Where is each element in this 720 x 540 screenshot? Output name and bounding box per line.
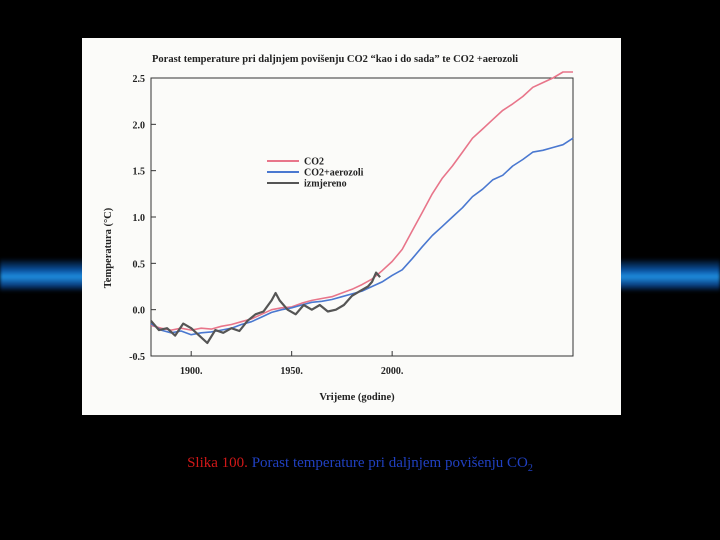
y-tick-label: 0.5 xyxy=(133,259,146,270)
legend-label: izmjereno xyxy=(304,179,347,190)
caption-text: Porast temperature pri daljnjem povišenj… xyxy=(251,455,528,471)
temperature-chart: Porast temperature pri daljnjem povišenj… xyxy=(103,54,574,403)
y-tick-label: 0.0 xyxy=(133,306,146,317)
legend-label: CO2 xyxy=(304,157,324,168)
x-axis-label: Vrijeme (godine) xyxy=(319,392,395,403)
x-tick-label: 1950. xyxy=(280,366,303,377)
y-tick-label: 1.5 xyxy=(133,167,146,178)
chart-panel: Porast temperature pri daljnjem povišenj… xyxy=(82,38,621,415)
figure-caption: Slika 100. Porast temperature pri daljnj… xyxy=(0,455,720,474)
y-tick-label: 2.5 xyxy=(133,74,146,85)
caption-subscript: 2 xyxy=(527,463,533,474)
x-tick-label: 2000. xyxy=(381,366,404,377)
y-tick-label: 1.0 xyxy=(133,213,146,224)
caption-label: Slika 100. xyxy=(187,455,248,471)
y-axis-label: Temperatura (°C) xyxy=(103,207,114,288)
legend-label: CO2+aerozoli xyxy=(304,168,364,179)
series-line-izmjereno xyxy=(150,271,381,345)
series-line-co2 xyxy=(150,71,573,331)
plot-frame xyxy=(150,77,574,357)
y-tick-label: 2.0 xyxy=(133,120,146,131)
y-tick-label: -0.5 xyxy=(129,352,145,363)
chart-title: Porast temperature pri daljnjem povišenj… xyxy=(152,54,518,65)
background-glow-right xyxy=(610,258,720,292)
x-tick-label: 1900. xyxy=(180,366,203,377)
